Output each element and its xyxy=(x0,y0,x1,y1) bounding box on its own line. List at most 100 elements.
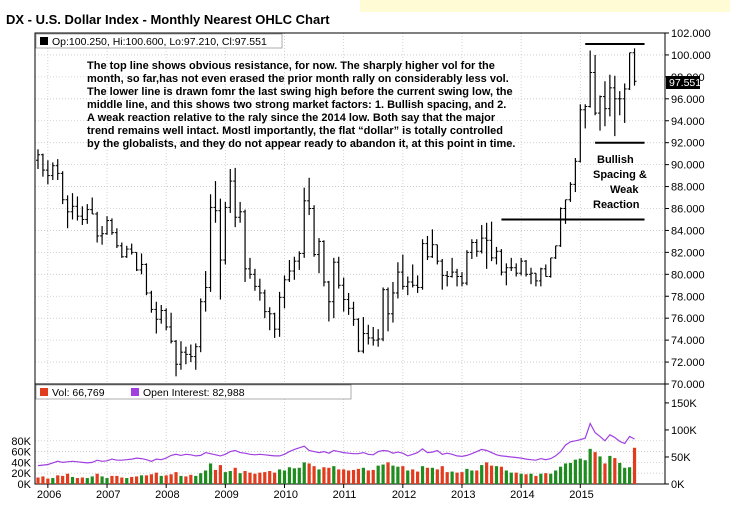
ohlc-bar xyxy=(514,263,519,277)
volume-tick-label-right: 0K xyxy=(671,479,685,491)
annotation-line: trend remains well intact. Mostl importa… xyxy=(87,125,503,137)
volume-bar xyxy=(287,467,292,484)
volume-bar xyxy=(386,462,390,484)
volume-bar xyxy=(475,470,479,484)
ohlc-bar xyxy=(267,307,272,331)
volume-bar xyxy=(110,475,114,484)
volume-bar xyxy=(85,478,89,484)
open-interest-line xyxy=(37,422,635,467)
ohlc-bar xyxy=(208,194,213,292)
volume-bar xyxy=(499,466,504,484)
ohlc-bar xyxy=(371,326,376,346)
volume-bar xyxy=(248,472,252,484)
volume-bar xyxy=(223,472,227,484)
volume-bar xyxy=(563,463,568,484)
ohlc-bar xyxy=(479,224,484,254)
volume-legend-box xyxy=(35,384,352,400)
ohlc-bar xyxy=(247,257,252,279)
ohlc-bar xyxy=(489,221,494,262)
volume-bar xyxy=(504,470,508,484)
ohlc-bar xyxy=(50,162,55,180)
volume-bar xyxy=(297,467,301,484)
ohlc-bar xyxy=(218,198,223,300)
callout-line: Spacing & xyxy=(593,169,647,181)
price-tick-label: 76.000 xyxy=(671,313,705,325)
volume-bar xyxy=(307,463,311,484)
volume-legend: Vol: 66,769 Open Interest: 82,988 xyxy=(35,384,352,400)
ohlc-bar xyxy=(598,95,603,131)
volume-bar xyxy=(56,475,60,484)
volume-bar xyxy=(120,477,124,484)
volume-bar xyxy=(351,469,356,484)
volume-bar xyxy=(623,467,627,484)
ohlc-bar xyxy=(376,329,381,347)
ohlc-bar xyxy=(538,267,543,287)
annotation-line: middle line, and this shows two strong m… xyxy=(87,99,506,111)
ohlc-bar xyxy=(558,207,563,247)
ohlc-bar xyxy=(440,258,445,290)
ohlc-bar xyxy=(410,264,415,288)
annotation-text: The top line shows obvious resistance, f… xyxy=(87,60,515,150)
volume-bar xyxy=(608,455,612,484)
price-legend-text: Op:100.250, Hi:100.600, Lo:97.210, Cl:97… xyxy=(52,36,267,48)
last-price-label: 97.551 xyxy=(669,77,701,89)
ohlc-bar xyxy=(198,298,203,353)
annotation-line: The top line shows obvious resistance, f… xyxy=(87,60,495,72)
volume-bar xyxy=(554,470,558,484)
volume-bar xyxy=(391,465,395,484)
callout-line: Weak xyxy=(610,184,639,196)
year-tick-label: 2014 xyxy=(510,489,534,501)
ohlc-bar xyxy=(228,169,233,213)
title-banner xyxy=(360,0,730,12)
ohlc-bar xyxy=(223,201,228,265)
volume-bar xyxy=(199,473,203,484)
volume-bar xyxy=(396,466,400,484)
price-tick-label: 74.000 xyxy=(671,335,705,347)
open-interest-legend-swatch xyxy=(131,388,139,396)
callout-text: Bullish Spacing & Weak Reaction xyxy=(593,154,647,211)
volume-tick-label-right: 100K xyxy=(671,425,697,437)
ohlc-bar xyxy=(277,291,282,337)
price-tick-label: 90.000 xyxy=(671,160,705,172)
ohlc-bar xyxy=(213,181,218,223)
volume-bar xyxy=(430,467,434,484)
volume-tick-label-left: 0K xyxy=(18,479,32,491)
ohlc-bar xyxy=(336,256,341,289)
volume-bar xyxy=(277,469,282,484)
ohlc-bar xyxy=(45,160,50,185)
volume-bar xyxy=(312,466,316,484)
ohlc-bar xyxy=(119,242,124,258)
volume-tick-label-right: 150K xyxy=(671,398,697,410)
volume-bar xyxy=(105,478,109,484)
volume-bar xyxy=(238,473,242,484)
year-tick-label: 2013 xyxy=(451,489,475,501)
ohlc-bar xyxy=(139,253,144,275)
price-tick-label: 80.000 xyxy=(671,269,705,281)
volume-bar xyxy=(130,476,134,484)
ohlc-bar xyxy=(312,205,317,257)
ohlc-bar xyxy=(129,243,134,255)
ohlc-bar xyxy=(524,260,529,277)
ohlc-bar xyxy=(114,228,119,248)
ohlc-bar xyxy=(400,254,405,290)
ohlc-bar xyxy=(445,271,450,287)
volume-bar xyxy=(416,471,420,484)
volume-bar xyxy=(95,473,99,484)
volume-bar xyxy=(75,478,80,484)
volume-bar xyxy=(598,456,602,484)
price-tick-label: 92.000 xyxy=(671,138,705,150)
ohlc-bar xyxy=(607,74,612,117)
last-price-tag: 97.551 xyxy=(666,76,701,89)
volume-bar xyxy=(144,475,149,484)
price-tick-label: 100.000 xyxy=(671,50,711,62)
year-tick-label: 2008 xyxy=(155,489,179,501)
ohlc-bar xyxy=(297,251,302,270)
ohlc-bar xyxy=(627,52,632,91)
ohlc-bar xyxy=(356,318,361,353)
ohlc-bar xyxy=(588,50,593,108)
ohlc-bar xyxy=(533,272,538,287)
ohlc-bar xyxy=(60,171,65,205)
year-tick-label: 2010 xyxy=(274,489,298,501)
ohlc-bar xyxy=(75,196,80,221)
